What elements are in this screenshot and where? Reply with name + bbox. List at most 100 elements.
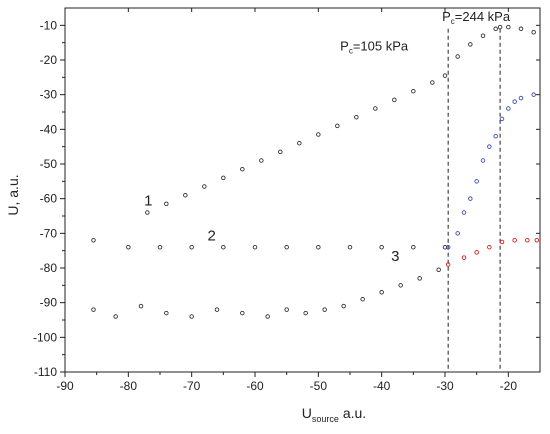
data-points [91,24,540,319]
curve-3-point [91,307,96,312]
curve-1-point [373,106,378,111]
curve-3-point [284,307,289,312]
axis-ticks [60,8,540,377]
curve-3-point [499,239,505,245]
curve-1-point [145,210,150,215]
curve-2-point [468,196,473,201]
x-tick-label: -40 [373,379,391,393]
curve-1-point [411,88,416,94]
curve-3-point [214,307,220,312]
x-axis-title: Usource a.u. [302,405,366,424]
curve-3-point [265,314,270,319]
y-tick-label: -80 [40,261,58,275]
y-axis-title: U, a.u. [5,174,21,215]
curve-1-point [221,175,226,181]
curve-2-point [499,116,505,122]
curve-1-point [316,132,321,137]
curve-3-point [417,276,422,281]
curve-2-point [493,134,498,139]
plot-frame [64,7,541,373]
curve-2-point [91,238,96,243]
curve-1-point [259,158,264,163]
curve-2-point [461,210,467,215]
x-tick-label: -30 [436,379,454,393]
curve-2-point [316,244,321,250]
curve-2-point [512,99,517,104]
curve-3-point [436,267,441,272]
x-tick-label: -90 [56,379,74,393]
curve-2-point [506,106,511,111]
pressure-annotation: Pc=105 kPa [340,39,409,56]
y-tick-label: -40 [40,122,58,136]
curve-3-point [138,303,144,309]
curve-3-point [379,290,384,295]
curve-1-point [531,30,536,35]
curve-1-point [297,140,302,146]
curve-3-point [525,238,530,243]
y-tick-label: -110 [34,365,57,379]
curve-labels: 1 2 3 [144,193,399,265]
curve-1-point [164,201,169,207]
curve-3-point [113,314,118,319]
y-tick-label: -20 [40,53,58,67]
curve-1-point [278,149,283,155]
curve-1-point [497,24,503,30]
x-tick-label: -60 [246,379,264,393]
curve-1-point [480,33,486,38]
y-tick-label: -100 [33,330,57,344]
curve-3-point [303,310,308,316]
x-tick-label: -20 [500,379,518,393]
curve-2-point [480,158,486,163]
curve-3-point [512,238,517,243]
curve-2-point [157,244,163,250]
x-tick-label: -80 [120,379,138,393]
axis-labels: -90 -80 -70 -60 -50 -40 -30 -20 -110 -100 -90 -80 -7… [33,18,517,393]
curve-3-point [360,296,365,302]
curve-3-point [445,262,451,267]
curve-2-point [126,244,131,250]
curve-1-point [493,26,498,32]
curve-2-point [487,144,492,149]
curve-3-point [534,238,540,243]
curve-1-point [506,24,511,30]
curve-label: 1 [144,193,152,210]
curve-1-point [455,54,460,59]
curve-3-point [461,255,467,260]
y-tick-label: -10 [40,18,58,32]
curve-1-point [430,80,435,85]
curve-1-point [518,26,524,32]
curve-1-point [442,73,448,78]
curve-1-point [468,42,473,47]
curve-1-point [354,114,359,120]
curve-2-point [474,179,479,184]
curve-2-point [531,92,536,97]
curve-2-point [252,244,258,250]
curve-1-point [202,184,207,189]
y-tick-label: -50 [40,157,58,171]
curve-2-point [347,244,353,250]
plot-frame-rect [64,7,541,373]
curve-2-point [445,244,451,250]
curve-3-point [474,250,479,255]
curve-1-point [335,123,340,129]
curve-1-point [183,192,188,198]
curve-3-point [341,303,346,309]
curve-2-point [455,231,460,236]
curve-3-point [189,314,194,319]
pressure-annotation: Pc=244 kPa [442,9,511,26]
curve-3-point [398,283,403,288]
y-tick-label: -70 [40,226,58,240]
curve-2-point [221,244,226,250]
curve-2-point [189,244,194,250]
curve-2-point [379,244,384,250]
curve-2-point [518,95,524,101]
curve-1-point [392,97,397,103]
curve-label: 2 [208,227,216,244]
x-tick-label: -50 [310,379,328,393]
curve-3-point [322,307,327,312]
y-tick-label: -90 [40,296,58,310]
curve-3-point [240,310,245,316]
x-tick-label: -70 [183,379,201,393]
y-tick-label: -30 [40,88,58,102]
